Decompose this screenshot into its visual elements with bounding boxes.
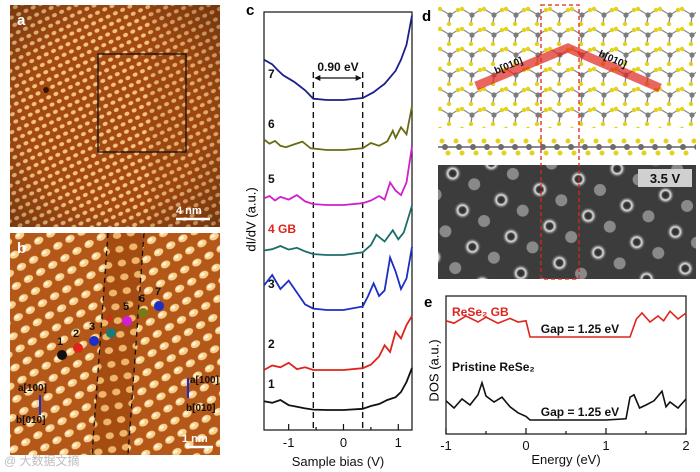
site-3: 3 (89, 321, 99, 346)
panel-c-label: c (246, 2, 255, 19)
chart-e: -1 0 1 2 ReSe₂ GB Gap = 1.25 eV Pristine ReSe… (440, 295, 690, 467)
panel-e-label: e (424, 294, 433, 311)
gap-arrowhead-left (314, 75, 321, 81)
spectrum-label-3: 5 (268, 172, 275, 186)
spectrum-label-1: 7 (268, 67, 275, 81)
stm-image-a: 4 nm a (10, 5, 220, 227)
x-tick-label: 0 (522, 438, 529, 453)
gap-arrowhead-right (355, 75, 362, 81)
svg-text:b[010]: b[010] (16, 415, 45, 426)
scale-bar-b-label: 1 nm (182, 433, 208, 445)
dos-line-2 (445, 380, 687, 421)
svg-text:a[100]: a[100] (18, 383, 47, 394)
svg-text:5: 5 (123, 301, 129, 313)
spectrum-line-1 (263, 15, 413, 101)
gb-highlight-box (540, 4, 580, 280)
chart-e-xlabel: Energy (eV) (531, 452, 600, 467)
crystal-structure-top: b[010] b[010] (438, 6, 696, 128)
site-5: 5 (122, 301, 132, 326)
spectrum-label-7: 1 (268, 377, 275, 391)
svg-text:4: 4 (106, 313, 113, 325)
stm-lattice-b: 1 2 3 4 5 6 7 a[100] b[010] (10, 233, 220, 455)
site-1: 1 (57, 336, 67, 360)
lattice-axes-left: a[100] b[010] (16, 383, 47, 426)
site-6: 6 (138, 293, 148, 318)
spectrum-line-2 (263, 106, 413, 151)
spectrum-line-3 (263, 146, 413, 206)
svg-text:2: 2 (73, 328, 79, 340)
panel-d-label: d (422, 8, 432, 25)
defect-mark (43, 87, 49, 93)
spectrum-label-6: 2 (268, 337, 275, 351)
crystal-structure-side (438, 135, 696, 159)
dos-series-label-1: ReSe₂ GB (452, 305, 509, 319)
stm-lattice-a: 4 nm a (10, 5, 220, 227)
panel-a-label: a (17, 12, 26, 29)
scale-bar-a-label: 4 nm (176, 205, 202, 217)
x-tick-label: 1 (602, 438, 609, 453)
chart-c-xlabel: Sample bias (V) (292, 454, 384, 469)
chart-c: -1 0 1 0.90 eV 7 6 5 4 GB 3 2 1 Sample bias (V) (263, 11, 413, 469)
svg-text:1: 1 (57, 336, 63, 348)
spectrum-line-5 (263, 246, 413, 311)
site-4: 4 (106, 313, 116, 338)
spectrum-line-6 (263, 315, 413, 371)
dos-gap-label-1: Gap = 1.25 eV (541, 322, 619, 336)
spectrum-line-7 (263, 367, 413, 411)
bias-label-d: 3.5 V (650, 171, 681, 186)
zoom-box (97, 53, 187, 153)
svg-text:6: 6 (139, 293, 145, 305)
watermark: @ 大数据文摘 (4, 454, 80, 468)
dos-gap-label-2: Gap = 1.25 eV (541, 405, 619, 419)
stm-simulation-d: 3.5 V (438, 165, 696, 279)
svg-text:a[100]: a[100] (190, 375, 219, 386)
panel-b-label: b (17, 240, 26, 257)
x-tick-label: 2 (682, 438, 689, 453)
x-tick-label: 1 (395, 435, 402, 450)
svg-text:b[010]: b[010] (186, 403, 215, 414)
spectrum-label-5: 3 (268, 277, 275, 291)
site-2: 2 (73, 328, 83, 353)
site-7: 7 (154, 286, 164, 311)
spectrum-line-4 (263, 205, 413, 256)
lattice-axes-right: a[100] b[010] (186, 375, 219, 414)
svg-text:7: 7 (155, 286, 161, 298)
gap-label: 0.90 eV (317, 60, 358, 74)
x-tick-label: -1 (440, 438, 452, 453)
dos-line-1 (445, 309, 687, 338)
svg-text:3: 3 (89, 321, 95, 333)
x-tick-label: -1 (283, 435, 295, 450)
spectrum-label-2: 6 (268, 117, 275, 131)
dos-series-label-2: Pristine ReSe₂ (452, 360, 535, 374)
spectrum-label-4: 4 GB (268, 222, 296, 236)
stm-image-b: 1 2 3 4 5 6 7 a[100] b[010] (10, 233, 220, 455)
grain-direction-arrows (474, 43, 662, 93)
chart-c-frame (263, 11, 413, 431)
x-tick-label: 0 (340, 435, 347, 450)
gb-boundary-right (127, 233, 145, 455)
gb-boundary-left (91, 233, 109, 455)
